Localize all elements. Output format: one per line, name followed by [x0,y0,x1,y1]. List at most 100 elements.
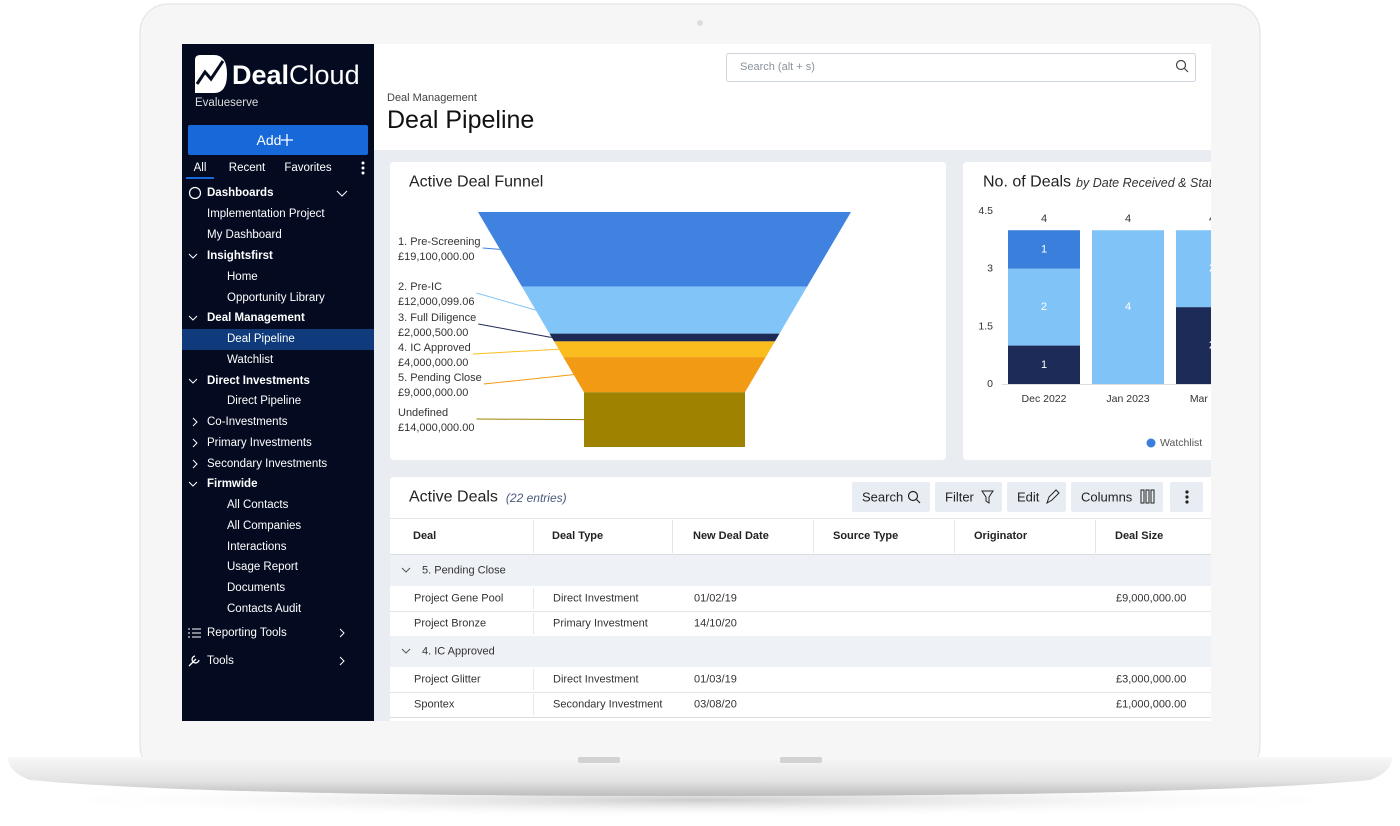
tab[interactable]: Recent [229,162,266,174]
tab[interactable]: All [194,162,207,174]
nav-section[interactable]: Tools [207,655,234,667]
funnel-value: £14,000,000.00 [398,422,474,434]
leader-line [476,418,585,421]
nav-item[interactable]: My Dashboard [207,229,282,241]
funnel-segment [554,341,775,358]
icon [1046,489,1060,505]
screen: DealCloud Evalueserve Add All Recent Fav… [182,44,1250,721]
leader-line [482,247,500,250]
nav-item[interactable]: Direct Pipeline [227,395,301,407]
nav: Dashboards Implementation Project My Dashb… [188,187,327,667]
search-box[interactable] [726,53,1196,82]
nav-section[interactable]: Dashboards [207,187,273,199]
search-placeholder: Search (alt + s) [740,61,815,73]
y-tick-label: 0 [987,378,993,390]
nav-item[interactable]: Implementation Project [207,208,325,220]
group-label: 4. IC Approved [422,646,495,658]
logo: DealCloud [232,60,360,90]
nav-section[interactable]: Deal Management [207,312,305,324]
toolbar-button-label[interactable]: Search [862,490,903,505]
bar-segment [1008,345,1080,384]
funnel-segment [563,357,766,393]
column-header[interactable]: Deal Type [552,530,603,542]
nav-section[interactable]: Firmwide [207,478,257,490]
nav-selected [182,329,374,350]
nav-section[interactable]: Reporting Tools [207,627,287,639]
tab-menu[interactable] [361,161,365,175]
funnel-chart: 1. Pre-Screening £19,100,000.00 2. Pre-IC £… [398,212,851,447]
nav-item[interactable]: Documents [227,582,285,594]
nav-item[interactable]: Home [227,271,258,283]
column-header[interactable]: Source Type [833,530,898,542]
y-tick-label: 1.5 [978,320,993,332]
x-tick-label: Mar 2023 [1190,393,1235,405]
nav-section[interactable]: Insightsfirst [207,250,273,262]
bar-segment [1008,230,1080,269]
funnel-label: 3. Full Diligence [398,312,476,324]
tab[interactable]: Favorites [284,162,332,174]
column-header[interactable]: Deal Size [1115,530,1163,542]
add-button[interactable] [188,125,368,155]
group-row[interactable] [390,636,1250,667]
camera [697,20,703,26]
nav-item[interactable]: Usage Report [227,561,299,573]
chevron [188,481,198,487]
add-button-label[interactable]: Add [257,132,282,148]
menu-dot [1185,490,1189,494]
nav-item[interactable]: Interactions [227,541,287,553]
logo-bold: Deal [232,60,289,90]
funnel-value: £2,000,500.00 [398,327,468,339]
nav-section[interactable]: Co-Investments [207,416,288,428]
nav-item[interactable]: Watchlist [227,354,274,366]
toolbar-button-label[interactable]: Columns [1081,490,1133,505]
table-subtitle: (22 entries) [506,491,567,505]
chevron [339,656,345,666]
breadcrumb[interactable]: Deal Management [387,92,477,104]
deal-link[interactable]: Project Glitter [414,674,481,686]
bar-segment [1176,307,1211,384]
bar-segment [1176,230,1211,308]
funnel-label: 1. Pre-Screening [398,236,481,248]
leader-line [483,374,574,385]
nav-item[interactable]: Opportunity Library [227,292,325,304]
nav-section[interactable]: Direct Investments [207,375,310,387]
toolbar-button[interactable] [935,482,1002,512]
nav-item[interactable]: All Contacts [227,499,289,511]
legend-label[interactable]: Watchlist [1160,437,1202,449]
nav-item[interactable]: Deal Pipeline [227,333,295,345]
bar-chart: 0 1.5 3 4.5 1 2 1 4 Dec 2022 4 4 Jan 2023 2 2 4 Mar 202… [978,205,1235,449]
toolbar-button[interactable] [852,482,930,512]
column-header[interactable]: New Deal Date [693,530,769,542]
nav-item[interactable]: All Companies [227,520,301,532]
funnel-value: £4,000,000.00 [398,357,468,369]
sidebar [182,44,374,721]
funnel-value: £12,000,099.06 [398,296,474,308]
chevron [401,648,411,654]
chevron [192,438,198,448]
column-header[interactable]: Deal [413,530,436,542]
logo-light: Cloud [289,60,360,90]
nav-section[interactable]: Primary Investments [207,437,312,449]
deal-link[interactable]: Project Gene Pool [414,593,503,605]
toolbar-button-label[interactable]: Filter [945,490,975,505]
table-cell: £3,000,000.00 [1116,674,1186,686]
reports-icon [188,628,201,638]
nav-item[interactable]: Contacts Audit [227,603,302,615]
funnel-segment [584,392,745,447]
deal-link[interactable]: Project Bronze [414,618,486,630]
bar-total-label: 4 [1209,213,1215,225]
toolbar-button[interactable] [1007,482,1066,512]
funnel-label: Undefined [398,407,448,419]
x-tick-label: Jan 2023 [1106,393,1149,405]
nav-section[interactable]: Secondary Investments [207,458,327,470]
deal-link[interactable]: Spontex [414,699,455,711]
toolbar-button[interactable] [1071,482,1163,512]
hinge [780,757,822,763]
chevron [188,378,198,384]
toolbar-button-label[interactable]: Edit [1017,490,1040,505]
table-cell: Direct Investment [553,593,639,605]
bar-value-label: 2 [1041,301,1047,313]
funnel-segment [549,333,780,342]
column-header[interactable]: Originator [974,530,1028,542]
group-row[interactable] [390,555,1250,586]
